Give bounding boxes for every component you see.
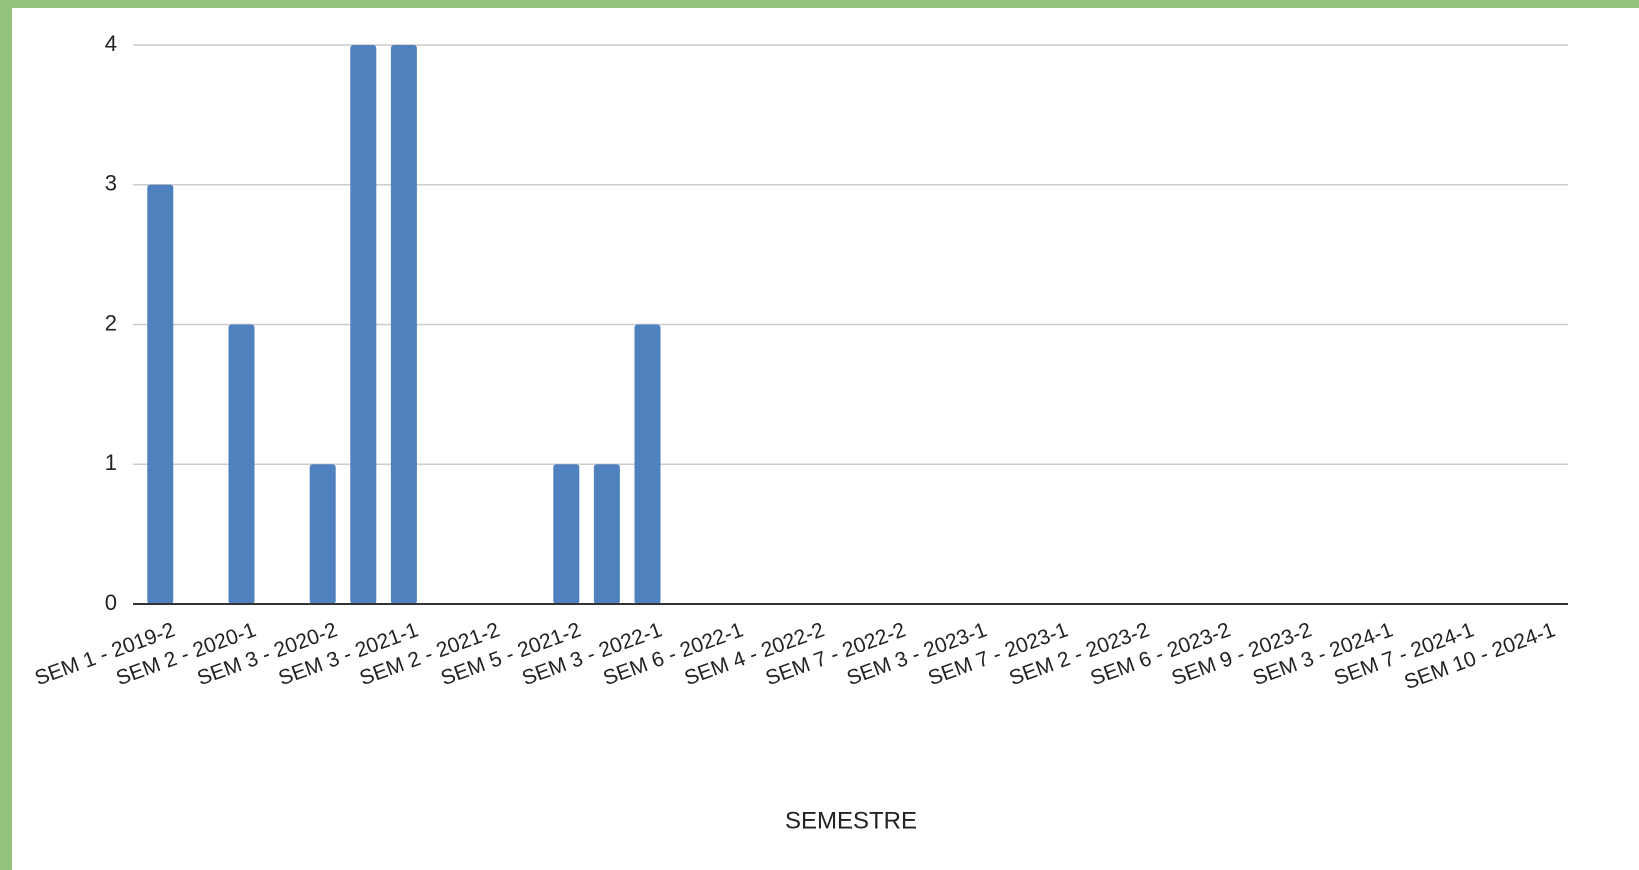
bar	[309, 464, 336, 604]
bar	[228, 324, 255, 604]
bar	[147, 184, 174, 604]
y-tick-label: 3	[105, 171, 117, 196]
y-tick-label: 0	[105, 590, 117, 615]
chart-panel	[12, 8, 1639, 870]
y-tick-label: 4	[105, 31, 117, 56]
bar	[553, 464, 580, 604]
x-axis-title: SEMESTRE	[785, 807, 917, 834]
y-tick-label: 2	[105, 310, 117, 335]
bar	[634, 324, 661, 604]
bar	[593, 464, 620, 604]
bar	[390, 45, 417, 604]
bar	[350, 45, 377, 604]
y-tick-label: 1	[105, 450, 117, 475]
